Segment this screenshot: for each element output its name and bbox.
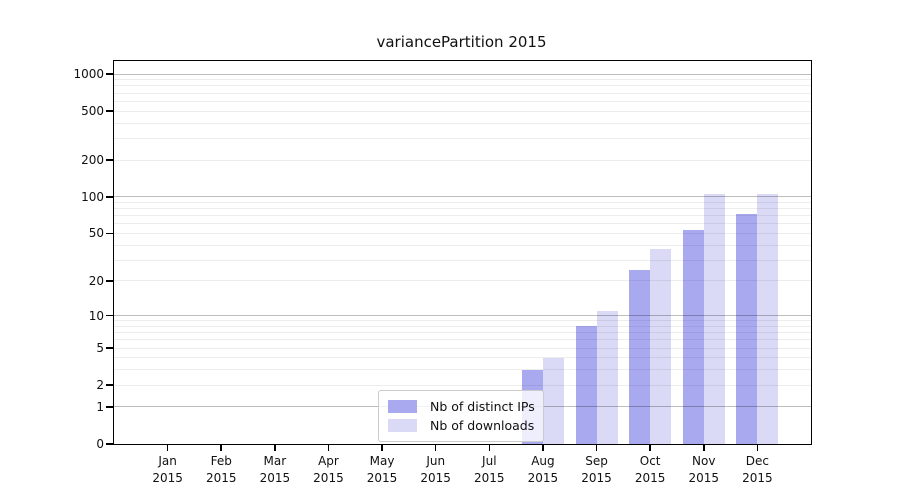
plot-area: 1000 500 200 100 50 20 10 5 2 1 0 Jan 2015 Feb 2015 M…: [73, 60, 812, 485]
bar-downloads-dec: [757, 194, 779, 444]
gridline-minor-400: [114, 122, 811, 124]
gridline-minor-70: [114, 215, 811, 217]
y-tick-label-1: 1: [96, 399, 104, 414]
gridline-major-1000: [114, 73, 811, 75]
gridline-minor-2: [114, 384, 811, 386]
gridline-major-100: [114, 196, 811, 198]
gridline-minor-60: [114, 223, 811, 225]
bar-downloads-sep: [596, 310, 618, 444]
x-tick-jan: [166, 445, 169, 451]
x-tick-label-jan: Jan 2015: [152, 454, 183, 485]
gridline-minor-90: [114, 201, 811, 203]
y-tick-500: [106, 110, 113, 112]
gridline-minor-8: [114, 325, 811, 327]
y-tick-label-50: 50: [88, 226, 104, 241]
gridline-minor-7: [114, 332, 811, 334]
bar-ips-dec: [736, 214, 758, 444]
gridline-minor-3: [114, 369, 811, 371]
gridline-minor-4: [114, 357, 811, 359]
gridline-minor-300: [114, 137, 811, 139]
y-tick-label-100: 100: [81, 189, 104, 204]
gridline-minor-5: [114, 347, 811, 349]
legend-swatch-downloads: [388, 419, 417, 432]
y-tick-label-1000: 1000: [73, 67, 104, 82]
legend-swatch-distinct-ips: [388, 400, 417, 413]
y-tick-label-10: 10: [88, 308, 104, 323]
gridline-minor-9: [114, 320, 811, 322]
bar-ips-oct: [629, 269, 651, 444]
gridline-minor-700: [114, 92, 811, 94]
y-tick-label-5: 5: [96, 341, 104, 356]
y-tick-label-20: 20: [88, 273, 104, 288]
x-tick-nov: [703, 445, 705, 451]
x-tick-sep: [595, 445, 598, 451]
gridline-minor-800: [114, 85, 811, 87]
gridline-minor-20: [114, 280, 811, 282]
gridline-minor-600: [114, 100, 811, 102]
x-tick-label-oct: Oct 2015: [634, 454, 666, 485]
legend-item-distinct-ips: Nb of distinct IPs: [388, 397, 535, 416]
y-tick-label-0: 0: [96, 437, 104, 451]
y-tick-label-500: 500: [81, 104, 104, 119]
x-tick-label-aug: Aug 2015: [527, 454, 559, 485]
x-tick-may: [381, 445, 383, 451]
x-tick-label-dec: Dec 2015: [742, 454, 773, 485]
gridline-minor-900: [114, 79, 811, 81]
x-tick-feb: [220, 445, 222, 451]
legend-item-downloads: Nb of downloads: [388, 416, 534, 435]
bar-downloads-nov: [703, 194, 725, 444]
gridline-minor-500: [114, 110, 811, 112]
bar-ips-sep: [575, 326, 597, 444]
x-tick-label-nov: Nov 2015: [688, 454, 720, 485]
legend-label-distinct-ips: Nb of distinct IPs: [430, 399, 535, 414]
y-tick-label-2: 2: [96, 378, 104, 393]
legend: Nb of distinct IPs Nb of downloads: [378, 390, 544, 442]
y-tick-1000: [106, 73, 113, 75]
y-tick-1: [106, 406, 113, 408]
gridline-minor-50: [114, 232, 811, 234]
y-tick-100: [106, 196, 113, 198]
x-tick-label-mar: Mar 2015: [259, 454, 291, 485]
y-tick-2: [106, 384, 113, 386]
x-tick-label-jun: Jun 2015: [420, 454, 451, 485]
gridline-minor-40: [114, 244, 811, 246]
x-tick-jun: [434, 445, 437, 451]
gridline-minor-6: [114, 339, 811, 341]
x-tick-apr: [327, 445, 330, 451]
gridline-minor-30: [114, 259, 811, 261]
x-tick-label-may: May 2015: [366, 454, 398, 485]
y-tick-20: [106, 280, 113, 282]
x-tick-label-jul: Jul 2015: [474, 454, 505, 485]
y-tick-10: [106, 314, 113, 317]
bar-downloads-oct: [650, 249, 672, 444]
y-tick-label-200: 200: [81, 153, 104, 168]
y-tick-5: [106, 347, 113, 349]
gridline-minor-200: [114, 159, 811, 161]
x-tick-dec: [756, 445, 759, 451]
x-tick-label-feb: Feb 2015: [205, 454, 237, 485]
x-tick-mar: [274, 445, 276, 451]
y-tick-200: [106, 159, 113, 161]
y-tick-0: [106, 443, 113, 445]
x-tick-jul: [488, 445, 491, 451]
y-tick-50: [106, 232, 113, 235]
bar-ips-nov: [682, 230, 704, 444]
bar-downloads-aug: [542, 357, 564, 444]
gridline-major-10: [114, 315, 811, 317]
x-tick-oct: [649, 445, 651, 451]
chart-title: variancePartition 2015: [376, 33, 547, 51]
gridline-minor-80: [114, 208, 811, 210]
legend-label-downloads: Nb of downloads: [430, 418, 535, 433]
x-tick-aug: [542, 445, 544, 451]
x-tick-label-sep: Sep 2015: [581, 454, 612, 485]
x-tick-label-apr: Apr 2015: [313, 454, 344, 485]
